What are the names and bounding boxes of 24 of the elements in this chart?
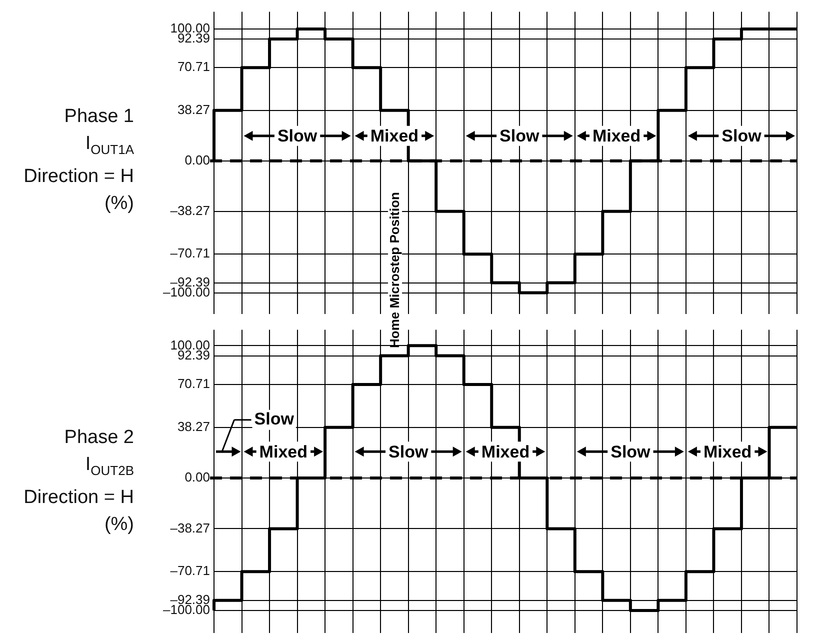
- y-tick-label: 0.00: [184, 470, 210, 485]
- y-tick-label: 0.00: [184, 152, 210, 168]
- y-tick-label: –70.71: [170, 246, 210, 261]
- y-tick-label: 38.27: [177, 102, 210, 117]
- y-tick-label: 70.71: [177, 59, 210, 74]
- y-tick-label: 70.71: [177, 376, 210, 392]
- annotation: Mixed: [592, 126, 641, 146]
- annotation: Mixed: [259, 442, 308, 462]
- y-tick-label: –38.27: [170, 202, 210, 218]
- annotation: Mixed: [481, 442, 530, 462]
- annotation: Mixed: [370, 126, 419, 146]
- annotation: Slow: [388, 442, 429, 462]
- y-axis-title: Phase 2 I$_{OUT2B}$ Direction = H (%): [24, 426, 134, 537]
- annotation: Slow: [500, 126, 540, 146]
- annotation: Slow: [722, 126, 762, 146]
- annotation: Slow: [254, 410, 295, 429]
- annotation: Slow: [277, 126, 318, 146]
- y-tick-label: 38.27: [177, 418, 210, 434]
- annotation: Home Microstep Position: [387, 190, 402, 350]
- y-axis-title: Phase 1 I$_{OUT1A}$ Direction = H (%): [24, 105, 134, 216]
- y-tick-label: –38.27: [170, 520, 210, 536]
- annotation: Slow: [610, 442, 652, 462]
- y-tick-label: –70.71: [170, 563, 210, 578]
- annotation: Mixed: [704, 442, 752, 462]
